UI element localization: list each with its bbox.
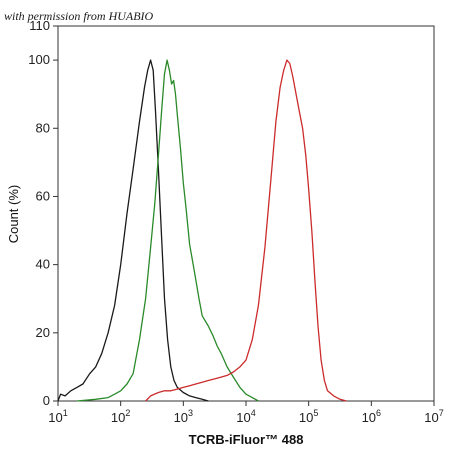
series-layer	[57, 59, 347, 402]
x-tick-label: 103	[174, 408, 193, 425]
watermark-text: with permission from HUABIO	[4, 9, 154, 23]
y-axis: 0 20 40 60 80 100 110	[28, 18, 58, 408]
series-line-3	[145, 59, 347, 402]
y-tick-label: 20	[36, 325, 50, 340]
x-tick-label: 101	[48, 408, 67, 425]
y-tick-label: 110	[29, 18, 50, 33]
x-tick-label: 107	[424, 408, 443, 425]
y-axis-title: Count (%)	[6, 185, 21, 244]
series-line-1	[57, 59, 209, 402]
plot-frame	[57, 25, 435, 402]
y-tick-label: 100	[28, 52, 50, 67]
x-tick-label: 102	[111, 408, 130, 425]
y-tick-label: 60	[36, 188, 50, 203]
series-line-2	[76, 59, 259, 402]
x-tick-label: 104	[236, 408, 255, 425]
x-axis: 101 102 103 104 105 106 107	[48, 401, 444, 425]
x-tick-label: 106	[362, 408, 381, 425]
x-tick-label: 105	[299, 408, 318, 425]
y-tick-label: 40	[36, 257, 50, 272]
y-tick-label: 80	[36, 120, 50, 135]
x-axis-title: TCRB-iFluor™ 488	[189, 432, 304, 447]
y-tick-label: 0	[43, 393, 50, 408]
